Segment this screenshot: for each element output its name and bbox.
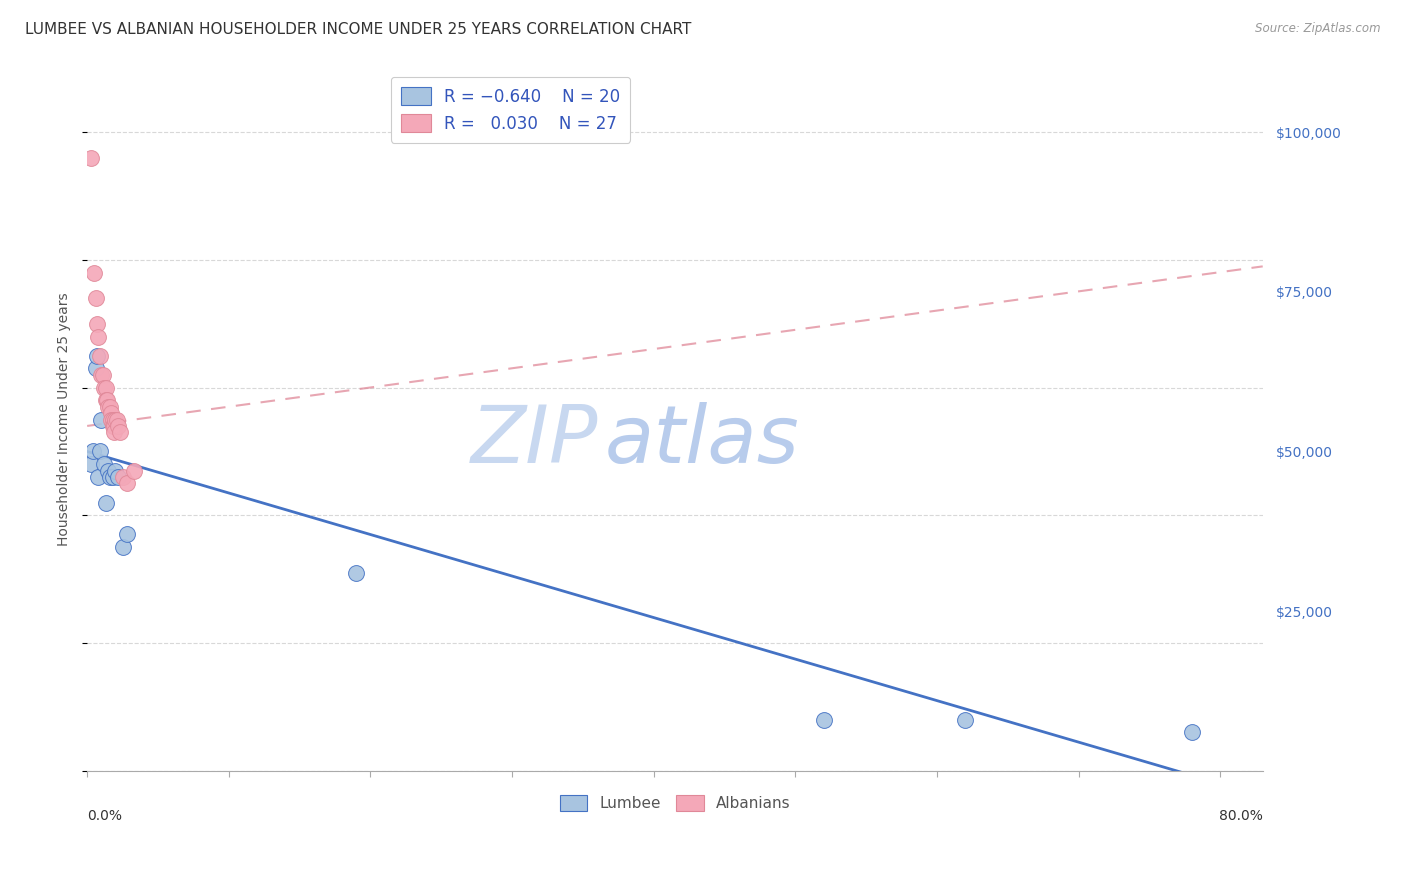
- Legend: Lumbee, Albanians: Lumbee, Albanians: [553, 787, 799, 819]
- Point: [94, 495, 117, 509]
- Point: [90, 368, 112, 382]
- Point: [83, 266, 105, 280]
- Y-axis label: Householder Income Under 25 years: Householder Income Under 25 years: [58, 293, 72, 547]
- Point: [98, 470, 121, 484]
- Point: [87, 470, 110, 484]
- Text: atlas: atlas: [605, 401, 799, 480]
- Point: [91, 368, 114, 382]
- Point: [90, 412, 112, 426]
- Text: Source: ZipAtlas.com: Source: ZipAtlas.com: [1256, 22, 1381, 36]
- Point: [98, 400, 121, 414]
- Text: LUMBEE VS ALBANIAN HOUSEHOLDER INCOME UNDER 25 YEARS CORRELATION CHART: LUMBEE VS ALBANIAN HOUSEHOLDER INCOME UN…: [25, 22, 692, 37]
- Point: [111, 540, 134, 554]
- Point: [94, 381, 117, 395]
- Point: [86, 317, 108, 331]
- Point: [87, 329, 110, 343]
- Point: [97, 400, 120, 414]
- Text: ZIP: ZIP: [471, 401, 599, 480]
- Text: 0.0%: 0.0%: [87, 809, 122, 823]
- Point: [93, 457, 115, 471]
- Point: [115, 476, 138, 491]
- Point: [97, 464, 120, 478]
- Point: [111, 470, 134, 484]
- Point: [89, 444, 111, 458]
- Point: [104, 412, 127, 426]
- Point: [84, 361, 107, 376]
- Point: [94, 393, 117, 408]
- Point: [813, 713, 835, 727]
- Point: [93, 381, 115, 395]
- Point: [107, 470, 129, 484]
- Point: [122, 464, 145, 478]
- Point: [104, 464, 127, 478]
- Point: [89, 349, 111, 363]
- Point: [101, 419, 124, 434]
- Point: [955, 713, 977, 727]
- Point: [1181, 725, 1204, 739]
- Point: [80, 151, 103, 165]
- Point: [101, 412, 124, 426]
- Point: [101, 470, 124, 484]
- Point: [107, 419, 129, 434]
- Point: [115, 527, 138, 541]
- Point: [80, 457, 103, 471]
- Point: [82, 444, 104, 458]
- Point: [108, 425, 131, 440]
- Point: [96, 393, 118, 408]
- Point: [344, 566, 367, 580]
- Point: [100, 412, 122, 426]
- Point: [100, 406, 122, 420]
- Point: [103, 425, 125, 440]
- Text: 80.0%: 80.0%: [1219, 809, 1263, 823]
- Point: [105, 412, 128, 426]
- Point: [103, 419, 125, 434]
- Point: [86, 349, 108, 363]
- Point: [84, 291, 107, 305]
